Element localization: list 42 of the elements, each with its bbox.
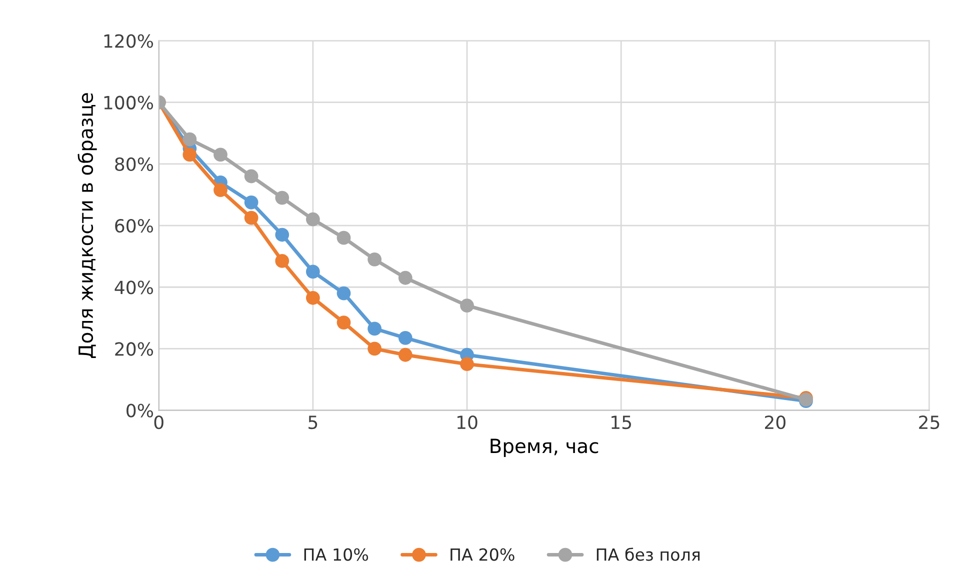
y-tick-label: 120%: [104, 34, 154, 48]
y-tick-label: 60%: [115, 218, 154, 233]
point: [368, 342, 382, 356]
point: [244, 195, 258, 210]
point: [398, 270, 412, 285]
point: [275, 228, 290, 242]
x-tick-label: 0: [154, 415, 164, 430]
y-tick-label: 100%: [104, 96, 154, 110]
point: [398, 348, 412, 362]
y-tick-label: 0%: [126, 404, 154, 418]
point: [306, 212, 320, 226]
legend-label: ПА 20%: [450, 548, 514, 561]
point: [336, 286, 351, 300]
point: [306, 264, 320, 279]
legend-label: ПА 10%: [304, 548, 368, 561]
point: [244, 210, 258, 225]
x-tick-label: 5: [308, 416, 318, 430]
x-tick-label: 20: [765, 415, 786, 430]
point: [460, 298, 474, 313]
x-tick-label: 10: [458, 415, 478, 430]
y-tick-label: 20%: [115, 342, 154, 356]
y-tick-label: 80%: [115, 157, 154, 172]
point: [306, 290, 320, 305]
x-axis-title: Время, час: [490, 438, 598, 458]
x-tick-label: 15: [612, 416, 632, 430]
point: [182, 132, 197, 146]
point: [244, 169, 258, 184]
point: [214, 148, 228, 162]
point: [368, 252, 382, 266]
point: [336, 230, 351, 245]
point: [182, 148, 197, 162]
legend-label: ПА без поля: [596, 548, 700, 561]
x-tick-label: 25: [919, 415, 940, 430]
point: [275, 190, 290, 205]
point: [336, 316, 351, 330]
point: [460, 357, 474, 372]
point: [398, 330, 412, 345]
y-axis-title: Доля жидкости в образце: [78, 93, 97, 358]
y-tick-label: 40%: [114, 280, 154, 294]
point: [368, 322, 382, 336]
point: [275, 254, 290, 268]
point: [214, 183, 228, 198]
